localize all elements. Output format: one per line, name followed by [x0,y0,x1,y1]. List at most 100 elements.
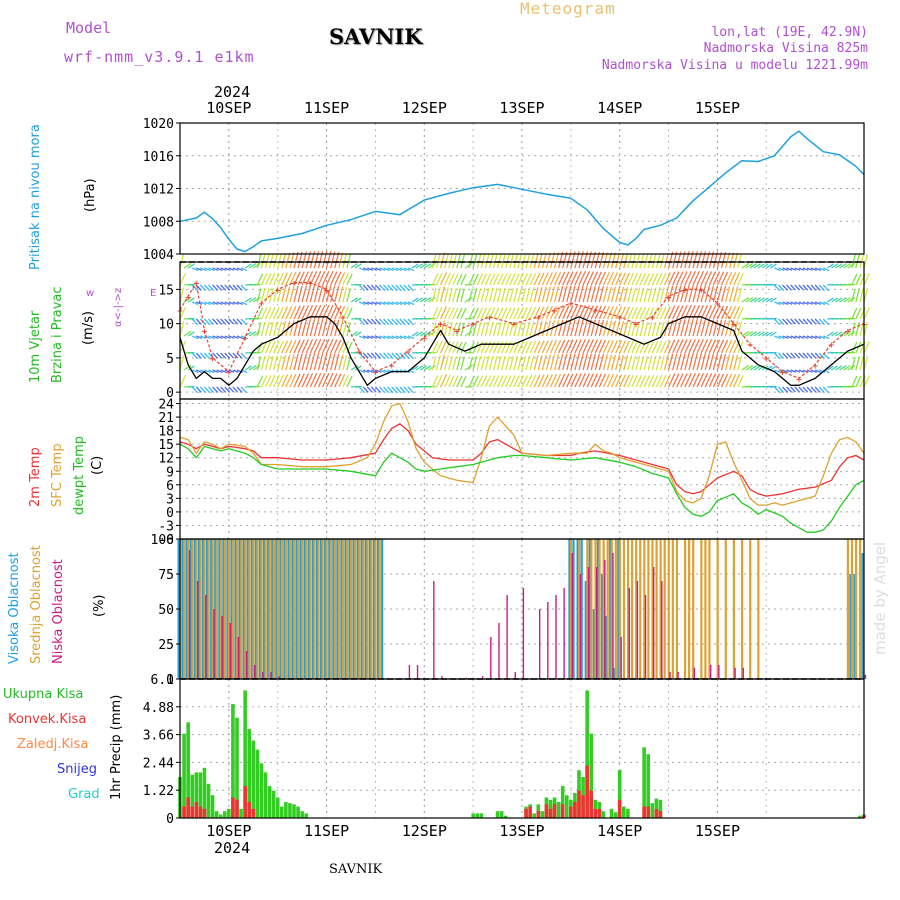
precip_conv-bar [589,790,594,818]
wind-arrow [553,271,562,286]
cloud_mid-bar [859,539,862,679]
wind-arrow [268,307,276,320]
gust-marker: + [258,299,264,310]
wind-arrow [313,270,322,286]
wind-arrow [602,354,609,371]
wind-arrow [562,353,568,371]
wind-arrow [289,252,295,269]
wind-arrow [444,272,451,286]
precip_conv-bar [235,799,239,818]
wind-arrow [383,267,390,272]
wind-arrow [468,356,474,371]
model-name: wrf-nmm_v3.9.1 e1km [64,48,255,66]
wind-arrow [187,365,195,371]
cloud_mid-bar [655,539,658,679]
wind-arrow [301,339,310,354]
wind-arrow [456,273,463,286]
wind-arrow [448,307,455,320]
precip_total-bar [479,813,484,818]
wind-arrow [244,365,252,371]
wind-arrow [615,252,621,269]
wind-arrow [228,386,235,393]
wind-arrow [525,287,531,303]
precip_conv-bar [524,808,528,818]
wind-arrow [786,301,793,305]
wind-arrow [549,252,556,269]
wind-arrow [399,386,406,394]
cloud_mid-bar [240,539,243,679]
precip_conv-bar [198,806,203,818]
wind-arrow [191,369,199,374]
precip-legend-snow: Snijeg [57,762,97,777]
wind-arrow [248,365,257,371]
wind-arrow [367,369,373,373]
cloud_mid-bar [598,539,601,679]
wind-arrow [232,369,239,373]
wind-arrow [208,267,215,272]
precip_total-bar [292,804,296,818]
wind-arrow [541,354,547,371]
wind-arrow [452,375,459,388]
wind-arrow [301,285,307,303]
wind-arrow [586,271,595,286]
wind-arrow [553,354,560,371]
wind-arrow [680,305,688,320]
wind-arrow [627,287,633,303]
wind-arrow [268,375,276,388]
wind-arrow [407,284,414,292]
wind-arrow [289,354,295,371]
wind-arrow [598,353,605,371]
wind-ytick-label: 0 [166,386,174,401]
cloud_low-bar [514,672,516,679]
wind_gust-line [179,282,865,379]
wind-arrow [757,297,765,303]
wind-arrow [391,318,398,326]
temperature-ytick-label: 9 [166,465,174,480]
gust-marker: + [438,320,444,331]
gust-marker: + [185,292,191,303]
wind-arrow [501,341,508,354]
wind-arrow [847,262,856,269]
wind-arrow [802,352,809,359]
wind-arrow [847,364,856,371]
cloud_high-bar [303,539,306,679]
cloud_high-bar [189,539,192,679]
wind-arrow [264,321,270,337]
wind-arrow [578,353,584,371]
wind-arrow [704,339,713,354]
precip_conv-bar [569,806,573,818]
wind-arrow [525,340,533,354]
wind-arrow [655,253,661,269]
wind-arrow [659,374,667,388]
wind-arrow [566,305,574,320]
wind-arrow [179,374,187,388]
pressure-line [179,130,865,253]
cloud_high-bar [596,539,600,679]
wind-arrow [293,251,299,269]
precip_total-bar [589,733,594,818]
wind-arrow [818,386,825,394]
precip-legend-conv: Konvek.Kisa [8,712,87,727]
wind-arrow [610,272,619,286]
wind-arrow [431,375,439,388]
wind-arrow [655,340,663,354]
wind-arrow [851,307,858,320]
wind-arrow [472,375,479,388]
wind-arrow [236,335,243,340]
wind-arrow [452,288,457,303]
wind-arrow [439,320,446,337]
wind-arrow [602,286,609,303]
day-label-top: 14SEP [597,99,642,117]
precip_total-bar [642,747,646,818]
wind-arrow [358,335,366,340]
cloud_mid-bar [378,539,381,679]
wind-ylabel-line1: 10m Vjetar [28,310,43,383]
wind-arrow [273,253,278,269]
wind-arrow [260,287,266,303]
wind-arrow [179,355,185,371]
wind-arrow [794,301,801,305]
wind-arrow [790,352,796,359]
wind-arrow [733,354,739,371]
wind-arrow [472,273,479,286]
